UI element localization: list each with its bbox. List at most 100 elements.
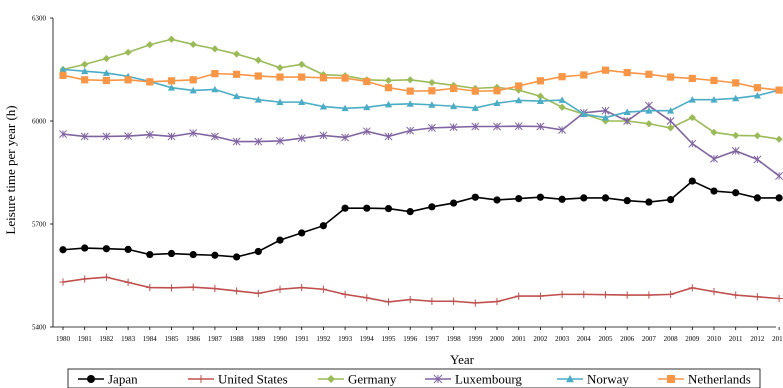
data-point (341, 290, 349, 298)
data-point (753, 84, 761, 92)
chart-series (59, 35, 783, 307)
data-point (81, 67, 89, 75)
data-point (775, 135, 783, 143)
x-tick-label: 1993 (338, 335, 353, 343)
data-point (319, 102, 327, 110)
data-point (254, 56, 262, 64)
data-point (580, 194, 588, 202)
series-line (62, 276, 780, 304)
x-tick-label: 2005 (599, 335, 614, 343)
x-tick-label: 2011 (729, 335, 743, 343)
data-point (753, 91, 761, 99)
y-axis-title: Leisure time per year (h) (3, 105, 18, 234)
data-point (146, 41, 154, 49)
data-point (189, 76, 197, 84)
x-tick-label: 2010 (707, 335, 722, 343)
x-tick-label: 1983 (121, 335, 136, 343)
data-point (298, 229, 306, 237)
data-point (536, 193, 545, 201)
x-tick-label: 1999 (468, 335, 483, 343)
data-point (471, 193, 479, 201)
data-point (710, 128, 718, 136)
data-point (666, 117, 675, 125)
data-point (493, 87, 501, 95)
data-point (667, 124, 675, 132)
data-point (645, 198, 653, 206)
data-point (623, 291, 631, 299)
data-point (623, 197, 631, 205)
x-tick-label: 2001 (512, 335, 527, 343)
data-point (493, 122, 501, 131)
data-point (406, 76, 414, 84)
data-point (428, 87, 436, 95)
data-point (197, 375, 205, 383)
x-tick-label: 1998 (447, 335, 462, 343)
series-germany (59, 35, 783, 143)
data-point (341, 204, 349, 212)
data-point (710, 96, 718, 103)
data-point (667, 73, 675, 81)
data-point (623, 108, 631, 115)
data-point (601, 113, 610, 121)
legend: Japan United States Germany Luxembourg Norwa… (78, 372, 751, 387)
data-point (102, 132, 111, 141)
data-point (558, 195, 566, 203)
y-tick-label: 6000 (32, 118, 47, 126)
data-point (319, 74, 327, 82)
x-tick-label: 1988 (230, 335, 245, 343)
data-point (558, 125, 567, 134)
data-point (384, 132, 393, 141)
x-tick-label: 2013 (772, 335, 783, 343)
data-point (276, 236, 284, 244)
x-tick-label: 2003 (555, 335, 570, 343)
data-point (449, 123, 458, 132)
data-point (363, 103, 371, 111)
data-point (276, 98, 284, 105)
data-point (536, 77, 544, 85)
data-point (645, 291, 653, 299)
data-point (233, 253, 241, 261)
data-point (384, 298, 393, 306)
x-tick-label: 2002 (533, 335, 548, 343)
data-point (146, 250, 154, 259)
x-axis-title: Year (450, 352, 475, 367)
data-point (319, 222, 327, 230)
x-tick-label: 1994 (360, 335, 375, 343)
data-point (536, 92, 544, 100)
data-point (254, 137, 263, 146)
data-point (124, 245, 132, 254)
data-point (732, 189, 740, 197)
data-point (59, 278, 67, 286)
legend-label: Luxembourg (455, 372, 522, 387)
data-point (406, 87, 414, 95)
data-point (327, 375, 335, 383)
data-point (167, 84, 176, 91)
y-tick-label: 5700 (32, 221, 47, 229)
x-tick-label: 1992 (316, 335, 331, 343)
data-point (167, 77, 176, 85)
data-point (428, 101, 436, 108)
data-point (211, 70, 219, 78)
data-point (384, 76, 393, 85)
data-point (667, 196, 675, 204)
legend-label: Netherlands (688, 372, 751, 387)
data-point (363, 294, 371, 302)
series-line (62, 38, 780, 140)
x-tick-label: 2006 (620, 335, 635, 343)
data-point (276, 285, 284, 293)
data-point (124, 48, 132, 56)
data-point (732, 79, 740, 87)
data-point (102, 245, 110, 253)
data-point (558, 96, 566, 103)
x-tick-label: 2004 (577, 335, 592, 343)
data-point (450, 199, 458, 207)
data-point (81, 76, 89, 84)
series-norway (59, 65, 783, 121)
data-point (450, 102, 458, 110)
y-axis-ticks: 5400 5700 6000 6300 (32, 15, 53, 332)
data-point (775, 194, 783, 202)
data-point (254, 72, 262, 80)
data-point (688, 96, 696, 103)
data-point (732, 94, 740, 102)
legend-item-united-states: United States (188, 372, 288, 387)
